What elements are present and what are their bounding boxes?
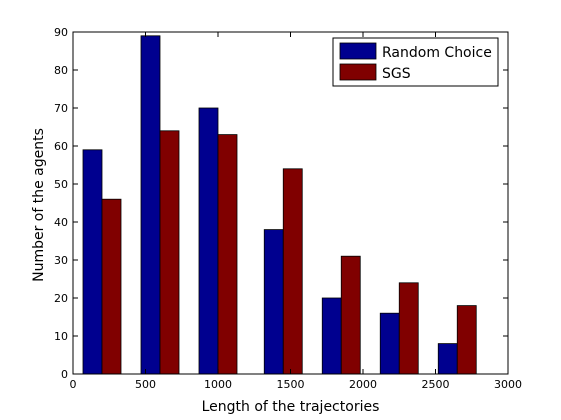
y-axis-label: Number of the agents — [31, 128, 47, 282]
bar-random-choice-1450 — [263, 229, 284, 375]
x-tick-label: 500 — [135, 378, 156, 391]
bar-sgs-2650 — [456, 305, 477, 375]
bar-random-choice-1850 — [321, 297, 342, 375]
bars-layer — [82, 35, 477, 375]
bar-random-choice-2650 — [437, 343, 458, 375]
x-axis-label: Length of the trajectories — [202, 399, 380, 415]
x-tick-label: 2500 — [422, 378, 450, 391]
ticks-layer: 0 500 1000 1500 2000 2500 3000 0 10 20 30 40 50 60 70 8… — [54, 26, 522, 391]
bar-sgs-2250 — [398, 282, 419, 375]
y-tick-label: 90 — [54, 26, 68, 39]
legend-label-random-choice: Random Choice — [382, 45, 492, 61]
bar-random-choice-200 — [82, 149, 103, 375]
bar-sgs-200 — [101, 198, 122, 375]
bar-random-choice-600 — [140, 35, 161, 375]
legend: Random Choice SGS — [332, 37, 499, 87]
y-tick-label: 70 — [54, 102, 68, 115]
y-tick-label: 50 — [54, 178, 68, 191]
bar-random-choice-2250 — [379, 312, 400, 375]
y-tick-label: 80 — [54, 64, 68, 77]
x-tick-label: 1000 — [204, 378, 232, 391]
y-tick-label: 0 — [61, 368, 68, 381]
x-tick-label: 2000 — [349, 378, 377, 391]
y-tick-label: 30 — [54, 254, 68, 267]
legend-label-sgs: SGS — [382, 66, 411, 82]
y-tick-label: 20 — [54, 292, 68, 305]
y-tick-label: 60 — [54, 140, 68, 153]
bar-sgs-600 — [159, 130, 180, 375]
bar-sgs-1000 — [217, 134, 238, 375]
x-tick-label: 3000 — [494, 378, 522, 391]
legend-swatch-sgs — [339, 63, 377, 81]
x-tick-label: 1500 — [277, 378, 305, 391]
bar-random-choice-1000 — [198, 107, 219, 375]
bar-sgs-1450 — [282, 168, 303, 375]
x-tick-label: 0 — [70, 378, 77, 391]
y-tick-label: 40 — [54, 216, 68, 229]
legend-swatch-random-choice — [339, 42, 377, 60]
bar-sgs-1850 — [340, 255, 361, 375]
y-tick-label: 10 — [54, 330, 68, 343]
